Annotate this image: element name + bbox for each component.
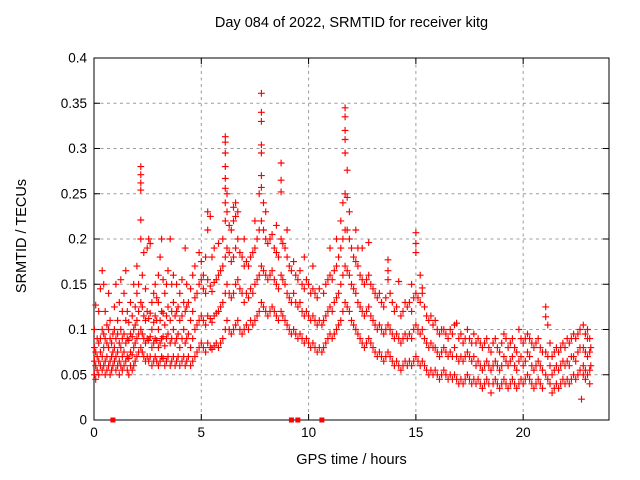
zero-data-point xyxy=(110,417,116,423)
y-tick-label: 0.15 xyxy=(61,277,87,292)
y-axis-label: SRMTID / TECUs xyxy=(14,178,30,294)
x-tick-label: 5 xyxy=(198,425,206,440)
zero-data-point xyxy=(319,417,325,423)
x-tick-label: 0 xyxy=(90,425,98,440)
y-tick-label: 0.2 xyxy=(68,232,87,247)
y-tick-label: 0.25 xyxy=(61,186,87,201)
y-tick-label: 0.35 xyxy=(61,96,87,111)
y-tick-label: 0.4 xyxy=(68,51,87,66)
y-tick-label: 0.05 xyxy=(61,367,87,382)
y-tick-label: 0 xyxy=(79,413,87,428)
x-tick-label: 15 xyxy=(408,425,423,440)
y-tick-label: 0.3 xyxy=(68,141,87,156)
x-tick-label: 10 xyxy=(301,425,316,440)
chart-title: Day 084 of 2022, SRMTID for receiver kit… xyxy=(214,15,489,31)
data-points xyxy=(91,89,595,403)
zero-data-point xyxy=(295,417,301,423)
x-axis-label: GPS time / hours xyxy=(296,452,407,468)
zero-data-point xyxy=(288,417,294,423)
x-tick-label: 20 xyxy=(516,425,531,440)
y-tick-label: 0.1 xyxy=(68,322,87,337)
